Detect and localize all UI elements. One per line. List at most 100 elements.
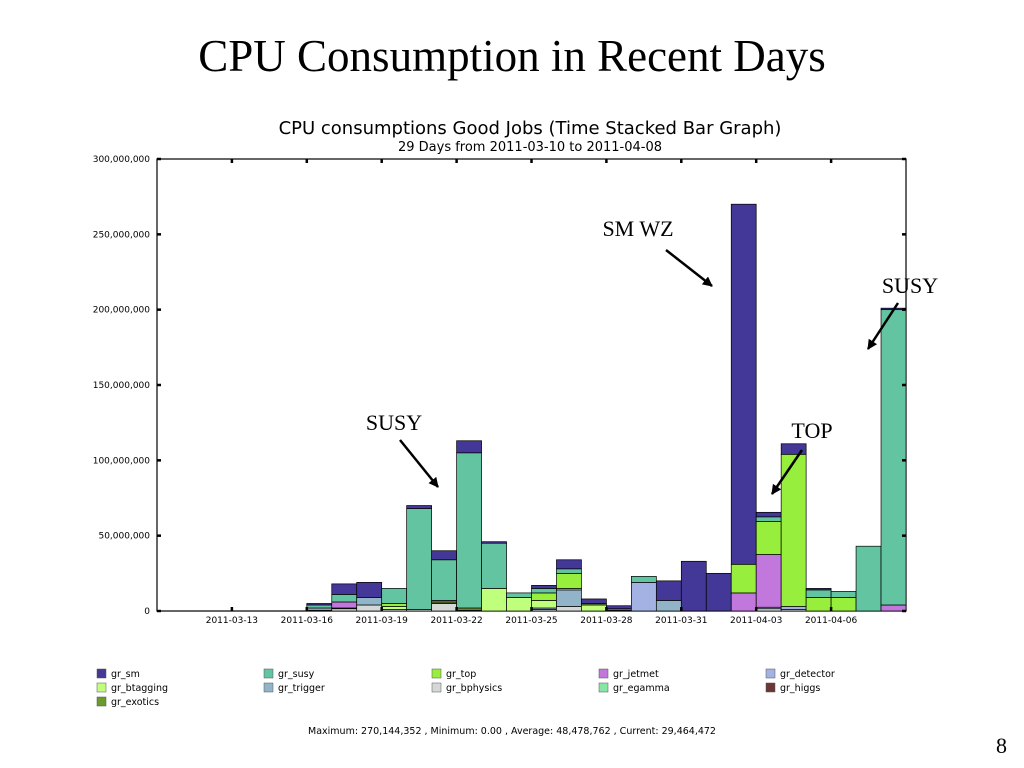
bar-segment-gr_susy-2011-03-16: [306, 604, 333, 609]
x-tick-label: 2011-03-16: [281, 616, 334, 626]
x-tick-label: 2011-03-19: [356, 616, 409, 626]
x-tick-label: 2011-03-22: [430, 616, 482, 626]
bar-segment-gr_susy-2011-03-19: [381, 588, 408, 604]
legend-label-gr_exotics: gr_exotics: [111, 697, 159, 708]
bar-segment-gr_sm-2011-03-26: [556, 559, 582, 570]
bar-segment-gr_susy-2011-04-06: [830, 591, 857, 598]
annotation-label: TOP: [791, 418, 832, 443]
legend-swatch-gr_top: [431, 668, 442, 679]
bar-segment-gr_susy-2011-04-05: [805, 589, 832, 598]
y-tick-label: 50,000,000: [98, 532, 150, 542]
bar-segment-gr_btagging-2011-03-19: [381, 606, 408, 610]
bar-segment-gr_susy-2011-04-08: [880, 309, 907, 606]
legend-swatch-gr_higgs: [765, 682, 776, 693]
legend-swatch-gr_egamma: [598, 682, 609, 693]
bar-segment-gr_susy-2011-03-23: [481, 542, 507, 589]
x-tick-label: 2011-03-28: [580, 616, 633, 626]
bar-segment-gr_sm-2011-03-22: [456, 440, 482, 454]
legend-label-gr_sm: gr_sm: [111, 669, 140, 680]
x-tick-label: 2011-03-31: [655, 616, 707, 626]
y-tick-label: 250,000,000: [93, 230, 151, 240]
bar-segment-gr_sm-2011-03-20: [406, 505, 432, 509]
bar-segment-gr_sm-2011-04-01: [705, 572, 732, 612]
chart-footer-stats: Maximum: 270,144,352 , Minimum: 0.00 , A…: [308, 726, 716, 737]
bar-segment-gr_sm-2011-04-04: [780, 443, 807, 455]
bar-segment-gr_bphysics-2011-03-21: [431, 603, 457, 612]
legend-swatch-gr_exotics: [96, 696, 107, 707]
bar-segment-gr_top-2011-04-04: [780, 453, 807, 607]
bar-segment-gr_top-2011-04-05: [805, 597, 832, 612]
x-tick-label: 2011-03-13: [206, 616, 258, 626]
bar-segment-gr_susy-2011-03-21: [431, 559, 457, 601]
bar-segment-gr_trigger-2011-03-26: [556, 589, 582, 607]
bar-segment-gr_sm-2011-03-17: [331, 583, 358, 595]
legend-swatch-gr_trigger: [263, 682, 274, 693]
bar-segment-gr_sm-2011-03-21: [431, 550, 457, 561]
page-number: 8: [996, 733, 1007, 758]
chart-title: CPU consumptions Good Jobs (Time Stacked…: [279, 118, 782, 139]
bar-segment-gr_bphysics-2011-03-18: [356, 604, 383, 612]
bar-segment-gr_detector-2011-04-04: [780, 606, 807, 610]
bar-segment-gr_susy-2011-03-20: [406, 508, 432, 610]
legend-label-gr_top: gr_top: [446, 669, 476, 680]
legend-label-gr_detector: gr_detector: [780, 669, 835, 680]
bar-segment-gr_sm-2011-04-05: [805, 588, 832, 591]
y-tick-label: 200,000,000: [93, 306, 151, 316]
slide-title: CPU Consumption in Recent Days: [198, 31, 826, 81]
bar-segment-gr_top-2011-04-03: [755, 521, 782, 555]
bar-segment-gr_sm-2011-03-28: [606, 605, 632, 610]
bar-segment-gr_sm-2011-04-02: [730, 203, 757, 565]
annotation-label: SM WZ: [602, 216, 673, 241]
bar-segment-gr_sm-2011-03-27: [581, 598, 607, 604]
bar-segment-gr_top-2011-04-02: [730, 563, 757, 594]
bar-segment-gr_susy-2011-03-29: [631, 575, 657, 583]
annotation-arrow: [665, 249, 713, 287]
bar-segment-gr_bphysics-2011-03-26: [556, 606, 582, 612]
bar-segment-gr_jetmet-2011-04-03: [755, 554, 782, 608]
bar-segment-gr_susy-2011-03-26: [556, 568, 582, 574]
bar-segment-gr_susy-2011-03-25: [531, 588, 557, 594]
annotation-arrow: [770, 449, 804, 495]
y-tick-label: 100,000,000: [93, 456, 151, 466]
x-tick-label: 2011-03-25: [505, 616, 557, 626]
bar-segment-gr_susy-2011-04-03: [755, 516, 782, 522]
bar-segment-gr_sm-2011-03-16: [306, 603, 333, 606]
bar-segment-gr_btagging-2011-03-25: [531, 600, 557, 609]
y-tick-label: 300,000,000: [93, 155, 151, 165]
legend-label-gr_egamma: gr_egamma: [613, 683, 670, 694]
bar-segment-gr_top-2011-04-06: [830, 597, 857, 612]
bar-segment-gr_susy-2011-03-17: [331, 594, 358, 603]
legend-swatch-gr_btagging: [96, 682, 107, 693]
annotation-label: SUSY: [882, 273, 938, 298]
bar-segment-gr_sm-2011-03-23: [481, 541, 507, 544]
bar-segment-gr_sm-2011-03-18: [356, 582, 383, 598]
legend-label-gr_susy: gr_susy: [278, 669, 315, 680]
bar-segment-gr_trigger-2011-03-30: [655, 600, 682, 612]
legend-swatch-gr_bphysics: [431, 682, 442, 693]
bar-segment-gr_jetmet-2011-03-17: [331, 601, 358, 609]
annotation-label: SUSY: [366, 410, 422, 435]
legend-swatch-gr_detector: [765, 668, 776, 679]
y-tick-label: 150,000,000: [93, 381, 151, 391]
bar-segment-gr_top-2011-03-26: [556, 572, 582, 589]
bar-segment-gr_sm-2011-04-03: [755, 511, 782, 518]
bar-segment-gr_detector-2011-03-29: [631, 582, 657, 612]
bar-segment-gr_susy-2011-03-22: [456, 452, 482, 609]
bar-segment-gr_top-2011-03-25: [531, 592, 557, 601]
legend-label-gr_btagging: gr_btagging: [111, 683, 168, 694]
bar-segment-gr_susy-2011-04-07: [855, 545, 882, 612]
x-tick-label: 2011-04-06: [805, 616, 858, 626]
bar-segment-gr_susy-2011-03-24: [506, 592, 532, 598]
bar-segment-gr_trigger-2011-03-18: [356, 597, 383, 606]
legend-swatch-gr_jetmet: [598, 668, 609, 679]
bar-segment-gr_btagging-2011-03-23: [481, 588, 507, 612]
legend-swatch-gr_sm: [96, 668, 107, 679]
chart-subtitle: 29 Days from 2011-03-10 to 2011-04-08: [398, 140, 662, 155]
bar-segment-gr_btagging-2011-03-24: [506, 597, 532, 612]
bar-segment-gr_sm-2011-03-25: [531, 585, 557, 589]
bar-segment-gr_jetmet-2011-04-02: [730, 592, 757, 612]
legend-label-gr_jetmet: gr_jetmet: [613, 669, 659, 680]
y-tick-label: 0: [144, 607, 150, 617]
bar-segment-gr_top-2011-03-19: [381, 603, 408, 607]
